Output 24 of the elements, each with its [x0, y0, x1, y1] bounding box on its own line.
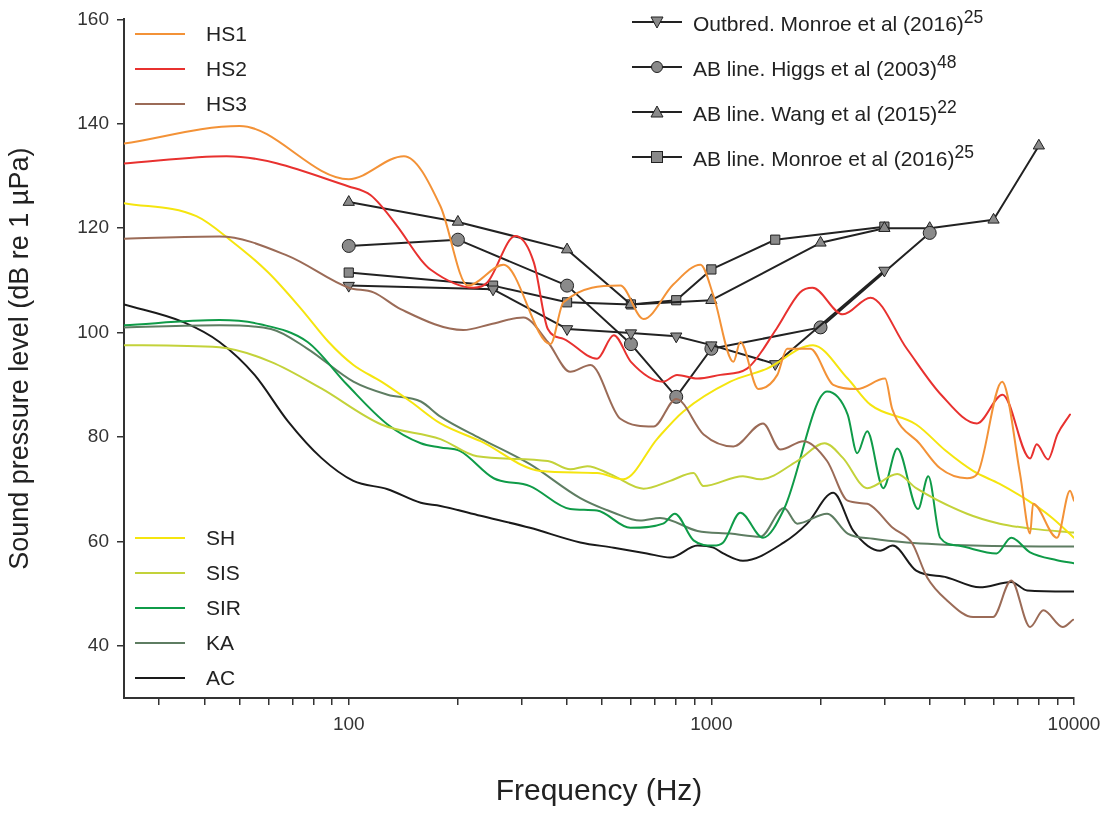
x-axis-title: Frequency (Hz) [495, 773, 703, 807]
legend-label: SIR [206, 595, 242, 620]
legend-label: KA [206, 630, 235, 655]
y-axis-title: Sound pressure level (dB re 1 µPa) [3, 147, 34, 570]
y-tick-label: 160 [77, 7, 109, 29]
y-tick-label: 140 [77, 112, 109, 134]
legend-label: HS2 [206, 56, 247, 81]
legend-label: AB line. Higgs et al (2003)$^{48}$ [693, 52, 957, 81]
y-tick-label: 100 [77, 320, 109, 342]
legend-label: SIS [206, 560, 240, 585]
legend-label: AB line. Monroe et al (2016)$^{25}$ [693, 142, 974, 171]
x-tick-label: 100 [332, 712, 365, 734]
y-tick-label: 40 [87, 634, 109, 656]
legend-label: HS3 [206, 91, 247, 116]
y-tick-label: 120 [77, 216, 109, 238]
y-tick-label: 80 [87, 425, 109, 447]
x-tick-label: 10000 [1047, 712, 1101, 734]
legend-label: SH [206, 525, 236, 550]
y-tick-label: 60 [87, 529, 109, 551]
legend-label: AC [206, 665, 236, 690]
legend-label: AB line. Wang et al (2015)$^{22}$ [693, 97, 957, 126]
legend-label: Outbred. Monroe et al (2016)$^{25}$ [693, 7, 984, 36]
legend-label: HS1 [206, 21, 247, 46]
x-tick-label: 1000 [690, 712, 733, 734]
